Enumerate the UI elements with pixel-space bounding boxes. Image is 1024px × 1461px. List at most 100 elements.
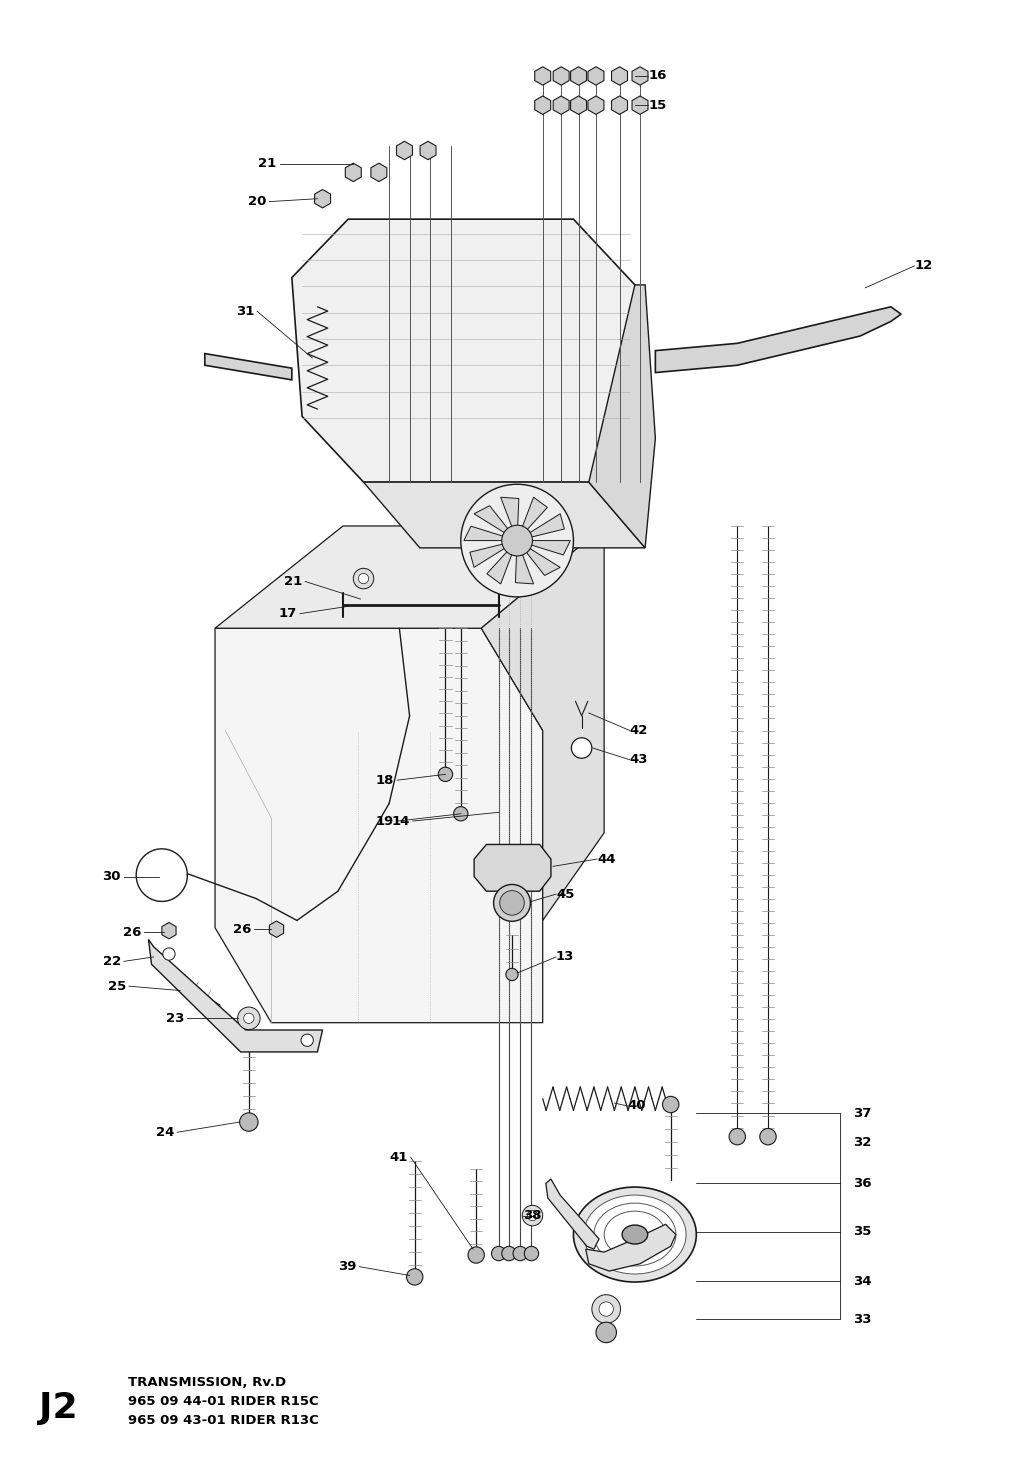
Text: 43: 43 <box>630 754 648 766</box>
Text: 26: 26 <box>123 926 141 938</box>
Polygon shape <box>570 96 587 114</box>
Circle shape <box>492 1246 506 1261</box>
Circle shape <box>240 1113 258 1131</box>
Text: 965 09 44-01 RIDER R15C: 965 09 44-01 RIDER R15C <box>128 1395 318 1407</box>
Text: 30: 30 <box>102 871 121 882</box>
Text: 41: 41 <box>389 1151 408 1163</box>
Text: 39: 39 <box>338 1261 356 1273</box>
Circle shape <box>729 1128 745 1145</box>
Polygon shape <box>570 67 587 85</box>
Circle shape <box>506 969 518 980</box>
Text: 38: 38 <box>523 1210 542 1221</box>
Polygon shape <box>632 67 648 85</box>
Polygon shape <box>364 482 645 548</box>
Text: 44: 44 <box>597 853 615 865</box>
Polygon shape <box>148 939 323 1052</box>
Circle shape <box>301 1034 313 1046</box>
Text: 36: 36 <box>853 1178 871 1189</box>
Polygon shape <box>486 549 513 584</box>
Polygon shape <box>535 67 551 85</box>
Text: 21: 21 <box>284 576 302 587</box>
Circle shape <box>494 884 530 922</box>
Polygon shape <box>292 219 645 482</box>
Text: 21: 21 <box>258 158 276 169</box>
Polygon shape <box>470 543 506 567</box>
Text: 23: 23 <box>166 1012 184 1024</box>
Circle shape <box>244 1012 254 1024</box>
Text: 32: 32 <box>853 1137 871 1148</box>
Polygon shape <box>524 548 560 576</box>
Text: 24: 24 <box>156 1126 174 1138</box>
Circle shape <box>571 738 592 758</box>
Polygon shape <box>474 844 551 891</box>
Text: 25: 25 <box>108 980 126 992</box>
Polygon shape <box>588 96 604 114</box>
Text: 13: 13 <box>556 951 574 963</box>
Polygon shape <box>553 96 569 114</box>
Circle shape <box>407 1268 423 1286</box>
Text: 33: 33 <box>853 1313 871 1325</box>
Polygon shape <box>632 96 648 114</box>
Polygon shape <box>205 354 292 380</box>
Text: 35: 35 <box>853 1226 871 1237</box>
Circle shape <box>358 573 369 584</box>
Text: J2: J2 <box>39 1391 78 1426</box>
Circle shape <box>238 1007 260 1030</box>
Text: 45: 45 <box>556 888 574 900</box>
Polygon shape <box>521 497 548 532</box>
Polygon shape <box>162 922 176 939</box>
Text: 34: 34 <box>853 1275 871 1287</box>
Circle shape <box>502 1246 516 1261</box>
Polygon shape <box>314 190 331 207</box>
Polygon shape <box>589 285 655 548</box>
Polygon shape <box>420 142 436 159</box>
Polygon shape <box>655 307 901 373</box>
Polygon shape <box>588 67 604 85</box>
Polygon shape <box>535 96 551 114</box>
Polygon shape <box>474 506 510 533</box>
Circle shape <box>454 806 468 821</box>
Text: 42: 42 <box>630 725 648 736</box>
Text: TRANSMISSION, Rv.D: TRANSMISSION, Rv.D <box>128 1376 286 1388</box>
Circle shape <box>592 1294 621 1324</box>
Polygon shape <box>586 1224 676 1271</box>
Circle shape <box>353 568 374 589</box>
Circle shape <box>502 524 532 557</box>
Text: 18: 18 <box>376 774 394 786</box>
Polygon shape <box>269 920 284 938</box>
Polygon shape <box>215 526 604 628</box>
Circle shape <box>461 484 573 598</box>
Polygon shape <box>611 67 628 85</box>
Circle shape <box>760 1128 776 1145</box>
Text: 14: 14 <box>391 815 410 827</box>
Text: 37: 37 <box>853 1107 871 1119</box>
Polygon shape <box>345 164 361 181</box>
Text: 31: 31 <box>236 305 254 317</box>
Ellipse shape <box>573 1186 696 1283</box>
Circle shape <box>522 1205 543 1226</box>
Circle shape <box>596 1322 616 1343</box>
Polygon shape <box>611 96 628 114</box>
Text: 20: 20 <box>248 196 266 207</box>
Polygon shape <box>215 628 543 1023</box>
Ellipse shape <box>584 1195 686 1274</box>
Ellipse shape <box>604 1211 666 1258</box>
Polygon shape <box>546 1179 599 1249</box>
Circle shape <box>663 1096 679 1113</box>
Polygon shape <box>529 541 570 555</box>
Polygon shape <box>481 526 604 920</box>
Polygon shape <box>515 552 534 584</box>
Circle shape <box>524 1246 539 1261</box>
Polygon shape <box>501 497 519 529</box>
Text: 16: 16 <box>648 70 667 82</box>
Polygon shape <box>528 514 564 538</box>
Circle shape <box>438 767 453 782</box>
Text: 965 09 43-01 RIDER R13C: 965 09 43-01 RIDER R13C <box>128 1414 318 1426</box>
Circle shape <box>599 1302 613 1316</box>
Circle shape <box>500 891 524 915</box>
Text: 17: 17 <box>279 608 297 619</box>
Text: 26: 26 <box>232 923 251 935</box>
Ellipse shape <box>623 1224 647 1243</box>
Polygon shape <box>371 164 387 181</box>
Text: 15: 15 <box>648 99 667 111</box>
